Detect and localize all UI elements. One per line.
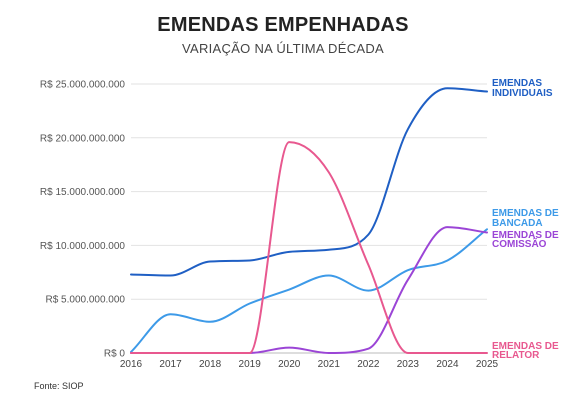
series-label: EMENDAS DE: [492, 230, 559, 241]
x-tick-label: 2025: [476, 359, 499, 370]
series-label: BANCADA: [492, 218, 543, 229]
y-tick-label: R$ 10.000.000.000: [40, 241, 126, 252]
series-label: INDIVIDUAIS: [492, 88, 553, 99]
y-tick-label: R$ 5.000.000.000: [45, 295, 125, 306]
series-line: [130, 141, 488, 354]
chart-title: EMENDAS EMPENHADAS: [157, 14, 409, 36]
x-tick-label: 2019: [239, 359, 262, 370]
y-tick-label: R$ 0: [104, 349, 126, 360]
x-tick-label: 2022: [357, 359, 380, 370]
x-tick-label: 2018: [199, 359, 222, 370]
series-label: EMENDAS DE: [492, 341, 559, 352]
x-tick-label: 2017: [159, 359, 182, 370]
x-tick-label: 2020: [278, 359, 301, 370]
x-tick-label: 2016: [120, 359, 143, 370]
x-axis-tick-labels: 2016 2017 2018 2019 2020 2021 2022 2023 2024 2025: [120, 359, 499, 370]
series-line: [130, 87, 488, 277]
chart-subtitle: VARIAÇÃO NA ÚLTIMA DÉCADA: [181, 41, 385, 56]
y-tick-label: R$ 20.000.000.000: [40, 133, 126, 144]
y-tick-label: R$ 25.000.000.000: [40, 80, 126, 91]
grid-lines: [131, 83, 487, 354]
series-label: RELATOR: [492, 350, 540, 361]
source-note: Fonte: SIOP: [34, 381, 84, 391]
x-tick-label: 2021: [318, 359, 341, 370]
y-tick-label: R$ 15.000.000.000: [40, 187, 126, 198]
series-line: [130, 228, 488, 353]
series-lines: [130, 87, 488, 354]
series-label: EMENDAS DE: [492, 208, 559, 219]
x-tick-label: 2024: [436, 359, 459, 370]
series-label: COMISSÃO: [492, 237, 547, 250]
series-label: EMENDAS: [492, 78, 542, 89]
x-tick-label: 2023: [397, 359, 420, 370]
series-line: [130, 226, 488, 354]
y-axis-tick-labels: R$ 0 R$ 5.000.000.000 R$ 10.000.000.000 R$ …: [40, 80, 126, 360]
